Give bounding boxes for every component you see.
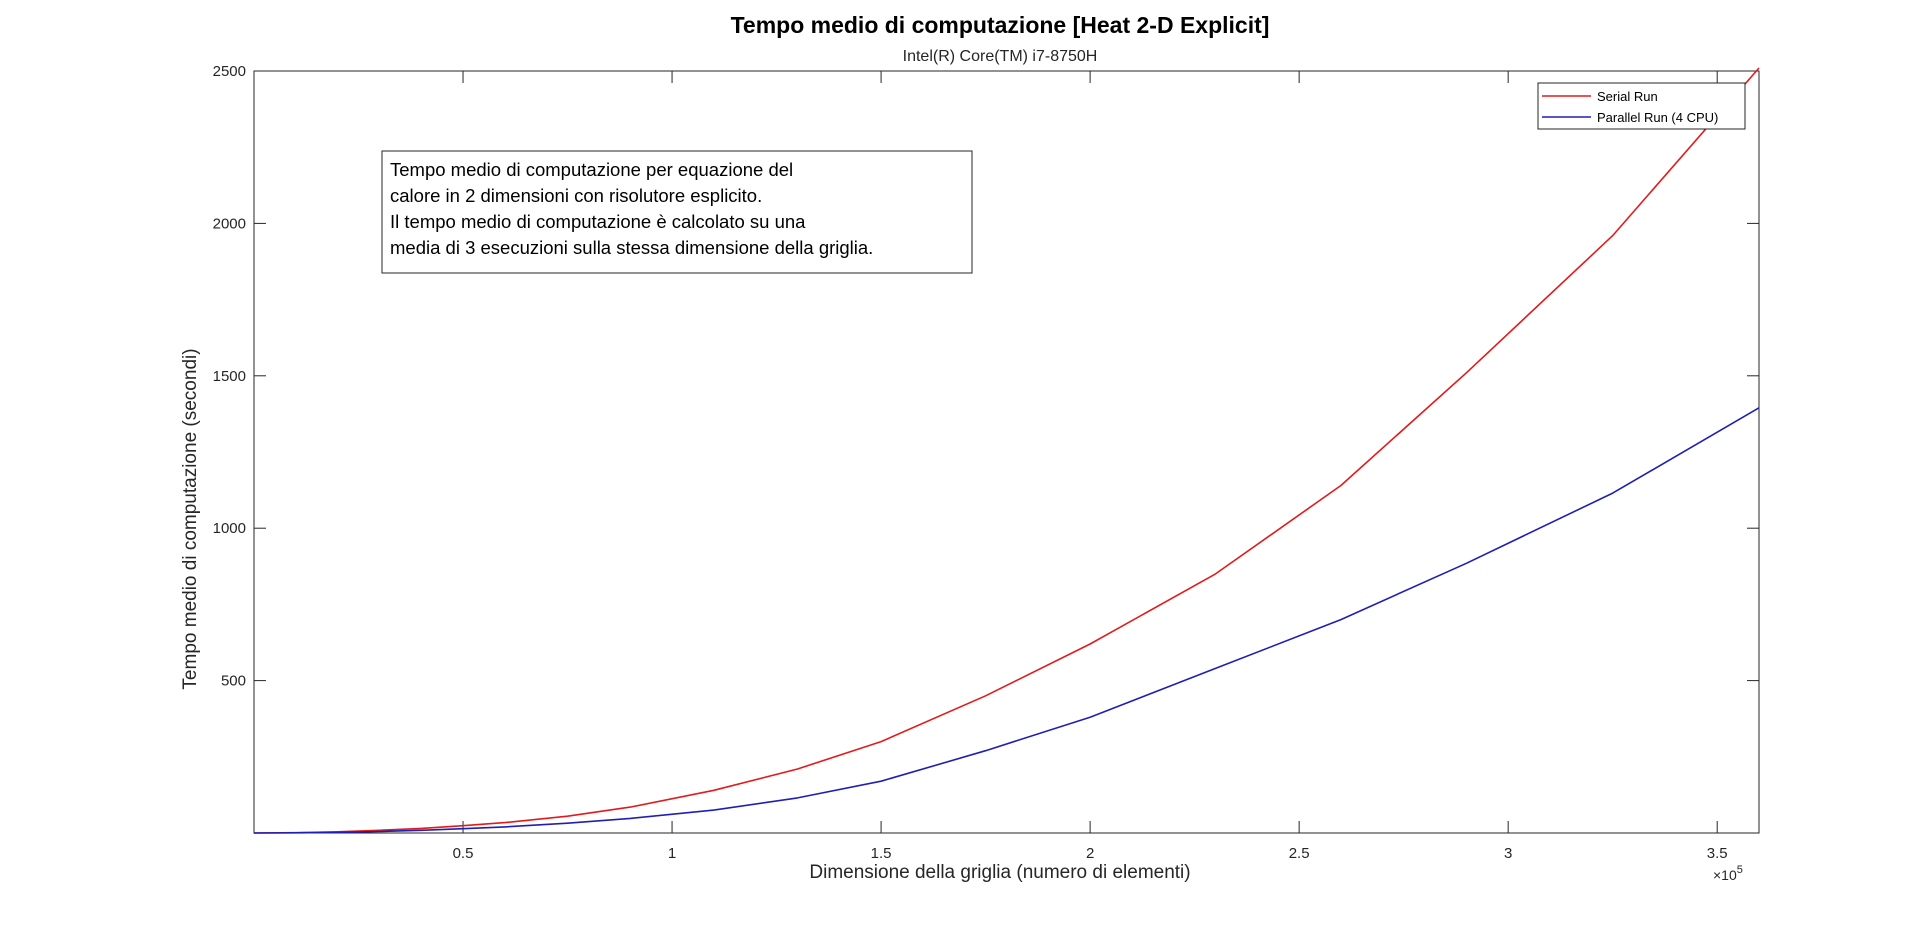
x-tick-label: 3 [1504, 845, 1512, 862]
x-tick-label: 1 [668, 845, 676, 862]
x-tick-label: 1.5 [871, 845, 892, 862]
y-tick-label: 1000 [213, 520, 246, 537]
legend-label-serial: Serial Run [1597, 89, 1658, 104]
annotation-line-3: Il tempo medio di computazione è calcola… [390, 211, 806, 232]
x-axis-exponent: ×105 [1713, 864, 1743, 883]
annotation-box: Tempo medio di computazione per equazion… [381, 150, 973, 274]
x-tick-label: 0.5 [453, 845, 474, 862]
x-exponent-base: ×10 [1713, 867, 1737, 883]
x-tick-label: 3.5 [1707, 845, 1728, 862]
y-tick-label: 2500 [213, 63, 246, 80]
legend-label-parallel: Parallel Run (4 CPU) [1597, 110, 1718, 125]
x-tick-label: 2 [1086, 845, 1094, 862]
y-tick-label: 500 [221, 673, 246, 690]
series-line-parallel [253, 407, 1760, 834]
y-tick-label: 1500 [213, 368, 246, 385]
annotation-line-1: Tempo medio di computazione per equazion… [390, 159, 793, 180]
annotation-line-4: media di 3 esecuzioni sulla stessa dimen… [390, 237, 873, 258]
x-tick-label: 2.5 [1289, 845, 1310, 862]
y-axis-label: Tempo medio di computazione (secondi) [180, 348, 201, 689]
x-exponent-power: 5 [1737, 864, 1743, 876]
legend: Serial Run Parallel Run (4 CPU) [1537, 82, 1746, 130]
x-axis-label: Dimensione della griglia (numero di elem… [809, 862, 1190, 883]
annotation-line-2: calore in 2 dimensioni con risolutore es… [390, 185, 762, 206]
y-tick-label: 2000 [213, 215, 246, 232]
series-line-serial [253, 67, 1760, 834]
chart-title: Tempo medio di computazione [Heat 2-D Ex… [731, 12, 1270, 38]
chart-subtitle: Intel(R) Core(TM) i7-8750H [903, 48, 1098, 65]
